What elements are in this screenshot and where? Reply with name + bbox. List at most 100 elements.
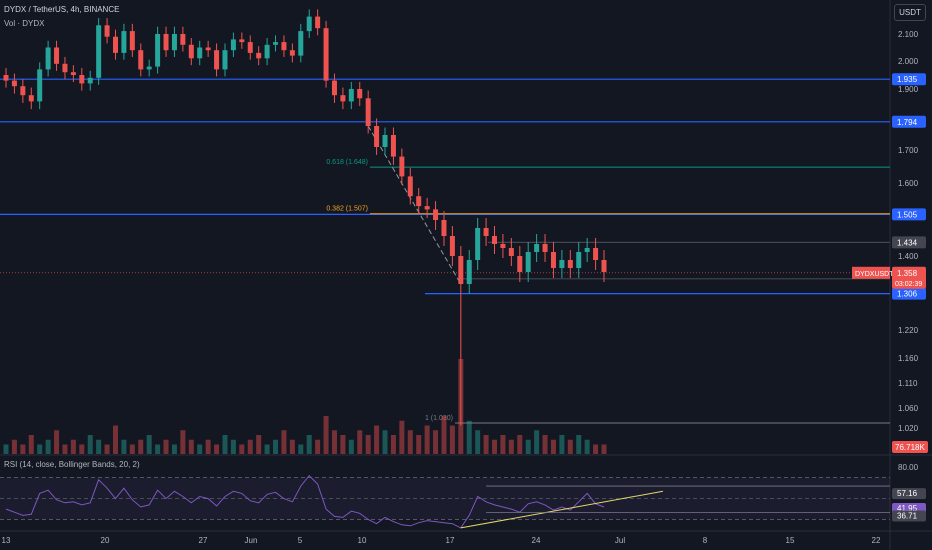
time-axis-tick: 5 [298, 536, 303, 545]
time-axis-tick: 15 [786, 536, 795, 545]
candle-body [273, 42, 279, 45]
candle-body [11, 80, 17, 87]
price-axis-tick: 1.020 [898, 424, 919, 433]
volume-bar [121, 439, 127, 454]
volume-bar [374, 425, 380, 454]
candle-body [239, 39, 245, 43]
volume-bar [281, 430, 287, 454]
candle-body [306, 16, 312, 32]
candle-body [601, 260, 607, 272]
candle-body [331, 80, 337, 96]
last-price-tag-bg [892, 266, 926, 289]
volume-bar [87, 435, 93, 454]
volume-bar [96, 439, 102, 454]
candle-body [281, 42, 287, 51]
volume-bar [601, 444, 607, 454]
volume-bar [306, 435, 312, 454]
volume-bar [567, 439, 573, 454]
volume-bar [424, 425, 430, 454]
volume-bar [298, 444, 304, 454]
candle-body [188, 44, 194, 59]
symbol-tag-bg [852, 266, 890, 279]
candle-body [517, 256, 523, 272]
level-tag-bg [892, 287, 926, 300]
rsi-value-tag-bg [892, 488, 926, 500]
candle-body [197, 47, 203, 59]
price-axis-tick: 1.220 [898, 326, 919, 335]
candle-body [247, 42, 253, 53]
price-axis-tick: 1.400 [898, 252, 919, 261]
volume-bar [441, 416, 447, 454]
volume-tag-bg [892, 441, 928, 453]
volume-bar [45, 439, 51, 454]
level-tag-bg [892, 73, 926, 86]
fib-level-label: 0.618 (1.648) [326, 159, 368, 166]
volume-bar [146, 435, 152, 454]
candle-body [382, 135, 388, 147]
volume-bar [3, 444, 9, 454]
last-price-tag: 1.358 [897, 269, 918, 278]
candle-body [458, 256, 464, 284]
time-axis-tick: Jun [245, 536, 258, 545]
candle-body [340, 95, 346, 102]
candle-body [214, 50, 220, 70]
rsi-value-tag: 36.71 [897, 512, 918, 521]
volume-bar [273, 439, 279, 454]
volume-bar [323, 416, 329, 454]
time-axis-tick: 24 [532, 536, 541, 545]
volume-bar [222, 435, 228, 454]
candle-body [155, 34, 161, 67]
volume-bar [331, 430, 337, 454]
candle-body [407, 176, 413, 197]
candle-body [449, 236, 455, 256]
time-axis-tick: 20 [101, 536, 110, 545]
candle-body [79, 75, 85, 84]
volume-bar [247, 439, 253, 454]
volume-bar [492, 439, 498, 454]
volume-bar [593, 444, 599, 454]
candle-body [500, 244, 506, 248]
candle-body [475, 228, 481, 260]
fib-level-label: 1 (1.030) [425, 415, 453, 422]
currency-button[interactable]: USDT [894, 4, 926, 21]
volume-bar [54, 430, 60, 454]
time-axis-tick: 27 [199, 536, 208, 545]
volume-bar [11, 439, 17, 454]
volume-bar [62, 444, 68, 454]
fib-level-label: 0.382 (1.507) [326, 206, 368, 213]
candle-body [483, 228, 489, 236]
volume-bar [508, 439, 514, 454]
symbol-tag: DYDXUSDT [855, 271, 894, 278]
volume-bar [129, 444, 135, 454]
candle-body [138, 50, 144, 70]
volume-bar [458, 359, 464, 454]
volume-bar [534, 430, 540, 454]
volume-bar [256, 435, 262, 454]
price-axis-tick: 1.600 [898, 179, 919, 188]
candle-body [146, 66, 152, 70]
volume-bar [357, 430, 363, 454]
candle-body [62, 63, 68, 73]
candle-body [315, 16, 321, 29]
candle-body [54, 47, 60, 64]
candle-body [593, 248, 599, 260]
candle-body [205, 47, 211, 51]
rsi-axis-tick: 80.00 [898, 463, 919, 472]
price-axis-tick: 2.000 [898, 57, 919, 66]
volume-bar [239, 444, 245, 454]
volume-bar [205, 439, 211, 454]
candle-body [20, 86, 26, 96]
volume-bar [112, 425, 118, 454]
candle-body [399, 156, 405, 177]
candle-body [348, 89, 354, 102]
volume-bar [382, 430, 388, 454]
volume-bar [517, 435, 523, 454]
volume-bar [230, 439, 236, 454]
candle-body [121, 31, 127, 53]
price-axis-tick: 1.900 [898, 85, 919, 94]
volume-bar [416, 435, 422, 454]
rsi-line [5, 474, 605, 529]
candle-body [222, 50, 228, 70]
level-tag: 1.794 [897, 118, 918, 127]
